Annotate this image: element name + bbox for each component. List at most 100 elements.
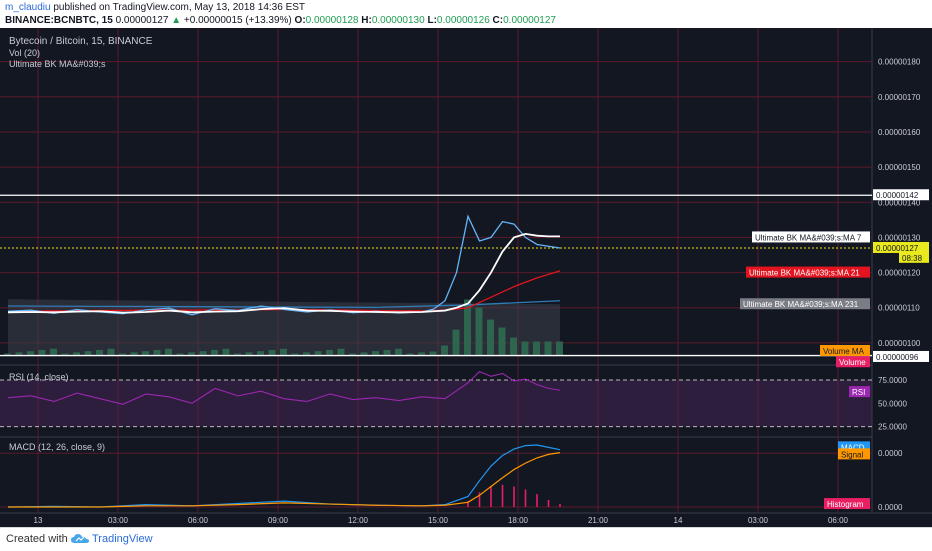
price-tick-label: 0.00000150 [878, 163, 921, 172]
volume-bar [61, 353, 69, 356]
volume-bar [96, 349, 103, 356]
volume-bar [257, 351, 264, 356]
macd-label-bg [838, 441, 870, 453]
low-value: 0.00000126 [436, 15, 490, 26]
volume-bar [360, 352, 368, 356]
open-value: 0.00000128 [305, 15, 359, 26]
volume-bar [418, 352, 425, 356]
close-label: C: [492, 15, 504, 26]
macd-lines [0, 444, 872, 508]
volume-bar [245, 352, 253, 356]
volume-legend: Vol (20) [9, 48, 40, 58]
volume-bar [188, 352, 195, 356]
ma-legend: Ultimate BK MA&#039;s [9, 59, 106, 69]
volume-bar [498, 327, 506, 356]
tradingview-logo-icon[interactable] [70, 532, 90, 546]
volume-bar [199, 351, 207, 356]
price-badge-142-bg [873, 189, 929, 201]
chart-header: m_claudiu published on TradingView.com, … [0, 0, 932, 28]
ma-7-line [7, 232, 560, 314]
volume-bar [211, 349, 218, 356]
volume-bar [130, 352, 138, 356]
price-tick-label: 0.00000100 [878, 339, 921, 348]
price-tick-label: 0.00000140 [878, 198, 921, 207]
volume-bar [441, 345, 448, 356]
volume-bar [176, 353, 184, 356]
rsi-title: RSI (14, close) [9, 372, 69, 382]
series-label-bg [820, 344, 870, 356]
signal-line [8, 452, 561, 508]
price-badge-last-bg [873, 241, 929, 253]
time-tick-label: 18:00 [508, 516, 529, 525]
volume-bar [383, 349, 391, 356]
author-link[interactable]: m_claudiu [5, 2, 51, 13]
series-label-bg [746, 266, 870, 278]
volume-bar [268, 349, 276, 356]
price-tick-label: 0.00000160 [878, 128, 921, 137]
chart-canvas[interactable]: 0.00000180 0.00000170 0.00000160 0.00000150… [0, 28, 932, 527]
volume-bar [234, 353, 241, 356]
macd-tick-label: 0.0000 [878, 449, 903, 458]
axis-labels: 0.00000180 0.00000170 0.00000160 0.00000150… [34, 58, 929, 525]
volume-bar [556, 341, 563, 356]
price-title: Bytecoin / Bitcoin, 15, BINANCE [9, 36, 153, 47]
volume-bar [142, 351, 149, 356]
tradingview-brand[interactable]: TradingView [92, 533, 153, 545]
volume-bar [349, 353, 356, 356]
volume-bar [153, 349, 161, 356]
volume-bar [544, 341, 552, 356]
series-label-bg [752, 231, 870, 243]
open-label: O: [294, 15, 306, 26]
close-value: 0.00000127 [503, 15, 556, 26]
price-tick-label: 0.00000170 [878, 93, 921, 102]
footer: Created with TradingView [0, 527, 932, 551]
macd-tick-label: 0.0000 [878, 503, 903, 512]
publish-info: published on TradingView.com, May 13, 20… [50, 2, 306, 13]
volume-bar [314, 351, 322, 356]
histogram-label-bg [824, 498, 870, 510]
volume-bar [222, 348, 230, 356]
volume-bar [107, 348, 115, 356]
time-tick-label: 14 [674, 516, 683, 525]
time-tick-label: 03:00 [108, 516, 129, 525]
signal-label: Signal [841, 450, 863, 459]
volume-bars [4, 299, 563, 356]
ohlc-line: BINANCE:BCNBTC, 15 0.00000127 ▲ +0.00000… [5, 15, 556, 26]
countdown-badge-bg [899, 251, 929, 263]
time-tick-label: 21:00 [588, 516, 609, 525]
macd-title: MACD (12, 26, close, 9) [9, 442, 105, 452]
rsi-label: RSI [852, 388, 865, 397]
created-with-label: Created with [6, 533, 68, 545]
price-badge-142: 0.00000142 [876, 191, 919, 200]
price-tick-label: 0.00000130 [878, 233, 921, 242]
volume-bar [50, 348, 57, 356]
volume-bar [464, 299, 471, 356]
ma-231-line [7, 300, 561, 309]
volume-bar [119, 353, 126, 356]
series-label: Ultimate BK MA&#039;s:MA 231 [743, 300, 859, 309]
price-tick-label: 0.00000120 [878, 269, 921, 278]
volume-bar [337, 348, 345, 356]
rsi-tick-label: 25.0000 [878, 423, 907, 432]
price-tick-label: 0.00000110 [878, 304, 920, 313]
volume-bar [303, 352, 310, 356]
volume-bar [4, 353, 11, 356]
price-badge-last: 0.00000127 [876, 244, 919, 253]
volume-bar [27, 351, 34, 356]
time-tick-label: 13 [34, 516, 43, 525]
macd-label: MACD [841, 443, 865, 452]
volume-bar [15, 352, 23, 356]
volume-ma-area [8, 299, 560, 356]
ma-21-line [7, 270, 561, 312]
volume-bar [395, 348, 402, 356]
series-label: Volume [839, 358, 866, 367]
volume-bar [429, 351, 437, 356]
series-label-bg [740, 298, 870, 310]
time-tick-label: 12:00 [348, 516, 369, 525]
countdown-badge: 08:38 [902, 254, 923, 263]
price-change: +0.00000015 (+13.39%) [183, 15, 292, 26]
up-arrow-icon: ▲ [171, 15, 182, 26]
high-label: H: [361, 15, 372, 26]
volume-bar [487, 319, 494, 356]
symbol-label: BINANCE:BCNBTC, 15 [5, 15, 113, 26]
